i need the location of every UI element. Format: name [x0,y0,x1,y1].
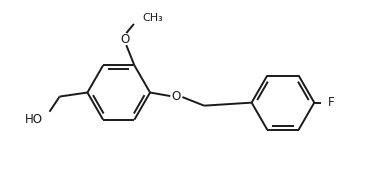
Text: F: F [328,96,334,109]
Text: O: O [172,90,181,103]
Text: HO: HO [25,113,43,126]
Text: CH₃: CH₃ [142,13,163,23]
Text: O: O [121,33,130,46]
